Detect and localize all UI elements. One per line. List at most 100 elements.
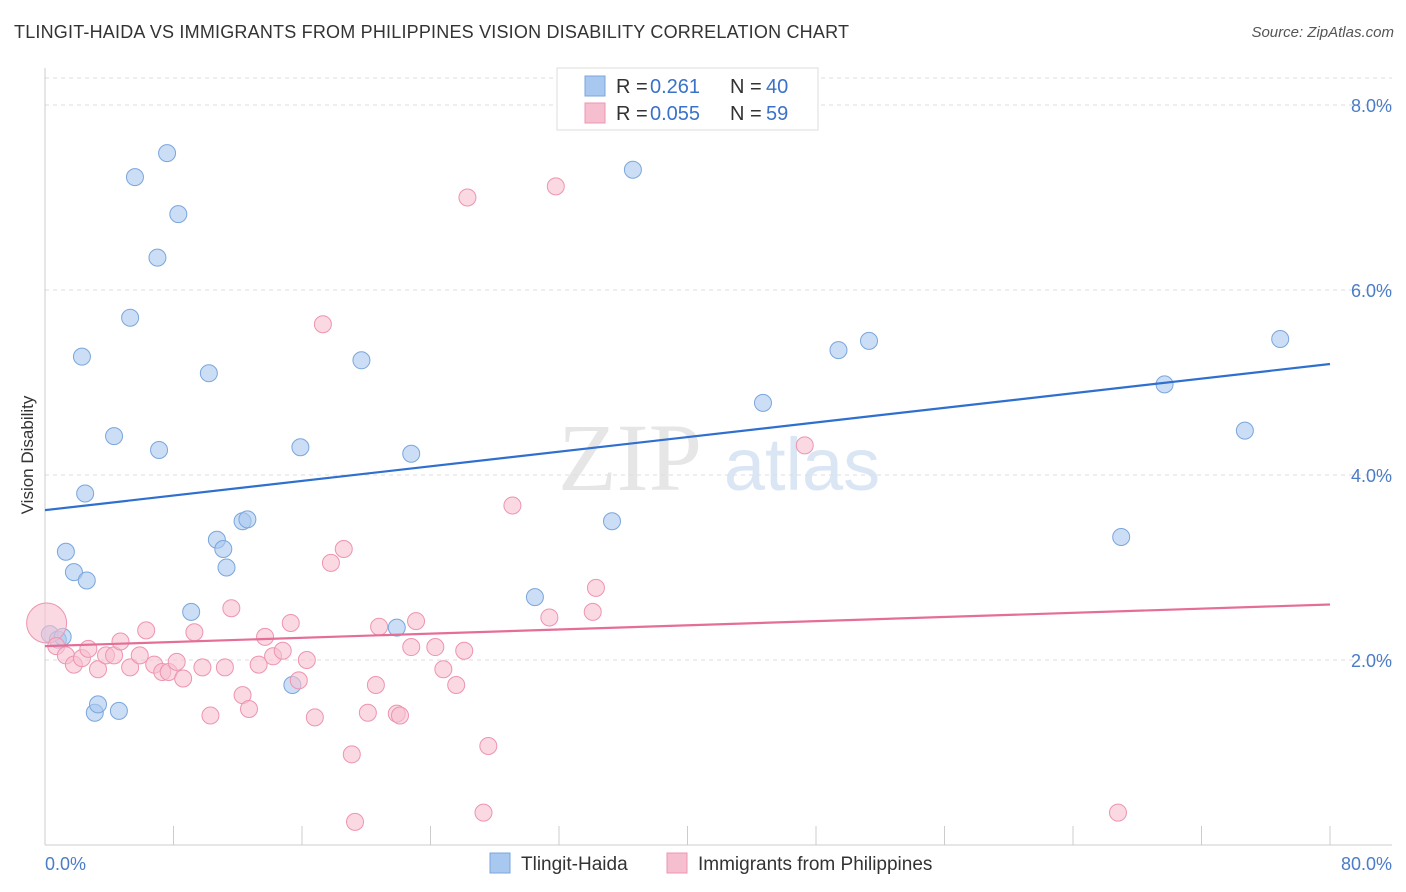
tlingit-haida-point: [525, 588, 544, 607]
philippines-point: [447, 675, 466, 694]
philippines-point: [121, 658, 140, 677]
philippines-point: [540, 608, 559, 627]
philippines-point: [111, 632, 130, 651]
tlingit-haida-point: [64, 563, 83, 582]
philippines-point: [239, 700, 258, 719]
tlingit-haida-point: [182, 602, 201, 621]
philippines-point: [79, 639, 98, 658]
source-label: Source: ZipAtlas.com: [1251, 24, 1394, 41]
philippines-point: [1108, 803, 1127, 822]
tlingit-haida-point: [603, 512, 622, 531]
tlingit-haida-point: [753, 393, 772, 412]
philippines-point: [402, 638, 421, 657]
tlingit-haida-point: [56, 542, 75, 561]
philippines-point: [26, 602, 68, 644]
philippines-point: [390, 706, 409, 725]
y-tick-label: 2.0%: [1351, 651, 1392, 671]
watermark: ZIP atlas: [558, 404, 880, 511]
philippines-trend-line: [44, 603, 1331, 648]
tlingit-haida-point: [214, 540, 233, 558]
tlingit-haida-point: [1112, 527, 1131, 546]
philippines-point: [583, 602, 602, 621]
tlingit-haida-point: [238, 510, 257, 529]
y-axis-label: Vision Disability: [18, 395, 37, 514]
tlingit-haida-point: [1235, 421, 1254, 440]
series-legend-label: Tlingit-Haida: [521, 854, 628, 875]
tlingit-haida-point: [217, 558, 236, 577]
philippines-point: [358, 703, 377, 722]
tlingit-haida-point: [291, 438, 310, 457]
series-legend: Tlingit-Haida Immigrants from Philippines: [489, 852, 932, 875]
x-tick-label: 80.0%: [1341, 854, 1392, 874]
y-tick-labels: 2.0% 4.0% 6.0% 8.0%: [1351, 96, 1392, 671]
philippines-point: [256, 627, 275, 646]
philippines-point: [334, 540, 353, 558]
philippines-point: [289, 671, 308, 690]
philippines-point: [503, 496, 522, 515]
legend-r-value: 0.055: [650, 103, 700, 125]
series-legend-swatch: [666, 852, 688, 874]
series-legend-swatch: [489, 852, 511, 874]
philippines-point: [407, 612, 426, 631]
philippines-point: [89, 660, 108, 679]
philippines-point: [434, 660, 453, 679]
philippines-point: [137, 621, 156, 640]
philippines-point: [426, 638, 445, 657]
series-legend-label: Immigrants from Philippines: [698, 854, 932, 875]
tlingit-haida-point: [121, 308, 140, 327]
data-points: [26, 144, 1290, 831]
legend-n-value: 59: [766, 103, 788, 125]
tlingit-haida-point: [72, 347, 91, 366]
tlingit-haida-point: [402, 444, 421, 463]
tlingit-haida-point: [860, 331, 879, 350]
tlingit-haida-point: [1271, 330, 1290, 349]
tlingit-haida-trend-line: [44, 362, 1331, 512]
tlingit-haida-point: [76, 484, 95, 503]
chart-title: TLINGIT-HAIDA VS IMMIGRANTS FROM PHILIPP…: [14, 22, 850, 42]
philippines-point: [795, 436, 814, 455]
tlingit-haida-point: [199, 364, 218, 383]
philippines-point: [273, 641, 292, 660]
philippines-point: [167, 652, 186, 671]
trend-lines: [44, 362, 1331, 648]
philippines-point: [305, 708, 324, 727]
philippines-point: [222, 599, 241, 618]
stats-legend: R = 0.261 N = 40 R = 0.055 N = 59: [556, 67, 819, 131]
philippines-point: [297, 651, 316, 669]
tlingit-haida-point: [125, 168, 144, 187]
watermark-atlas: atlas: [724, 423, 880, 506]
philippines-point: [174, 669, 193, 688]
philippines-point: [370, 617, 389, 636]
philippines-point: [586, 578, 605, 597]
philippines-point: [455, 641, 474, 660]
legend-swatch: [584, 75, 606, 97]
x-tick-labels: 0.0% 80.0%: [45, 854, 1392, 874]
philippines-point: [474, 803, 493, 822]
legend-swatch: [584, 102, 606, 124]
x-tick-label: 0.0%: [45, 854, 86, 874]
philippines-point: [201, 706, 220, 725]
philippines-point: [458, 188, 477, 207]
y-tick-label: 8.0%: [1351, 96, 1392, 116]
philippines-point: [215, 658, 234, 677]
philippines-point: [346, 812, 365, 831]
philippines-point: [130, 646, 149, 665]
philippines-point: [366, 675, 385, 694]
legend-n-value: 40: [766, 76, 788, 98]
philippines-point: [321, 553, 340, 572]
philippines-point: [342, 745, 361, 764]
tlingit-haida-point: [89, 695, 108, 714]
tlingit-haida-point: [150, 441, 169, 460]
legend-r-label: R =: [616, 103, 648, 125]
legend-n-label: N =: [730, 103, 762, 125]
tlingit-haida-point: [169, 205, 188, 224]
tlingit-haida-point: [77, 571, 96, 590]
watermark-zip: ZIP: [558, 404, 702, 511]
philippines-point: [479, 737, 498, 756]
tlingit-haida-point: [387, 618, 406, 637]
tlingit-haida-point: [623, 160, 642, 179]
legend-r-value: 0.261: [650, 76, 700, 98]
y-tick-label: 6.0%: [1351, 281, 1392, 301]
philippines-point: [193, 658, 212, 677]
